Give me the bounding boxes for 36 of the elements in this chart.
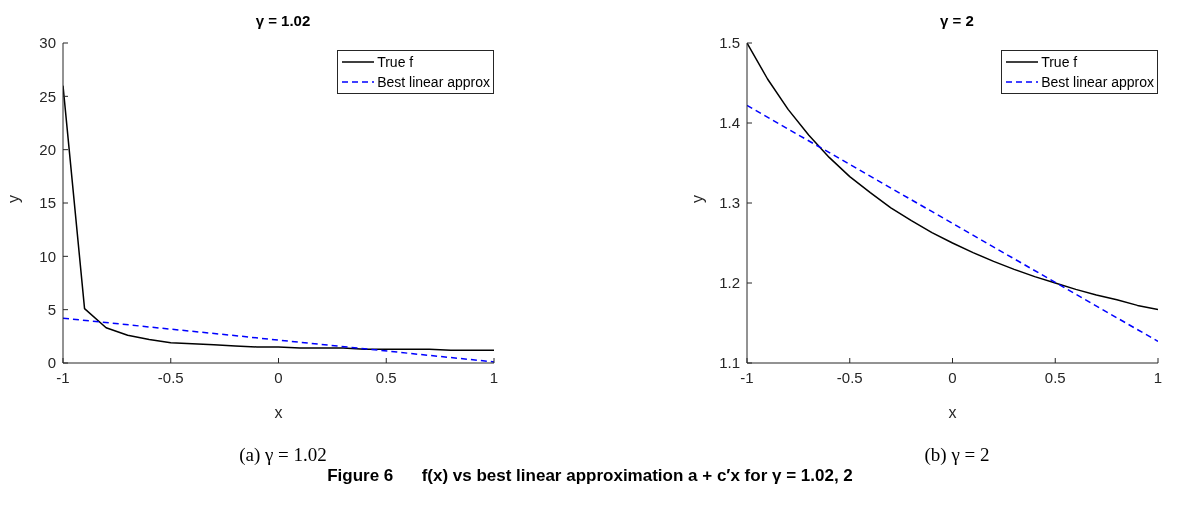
text: (b) γ = 2 [923, 444, 991, 466]
caption: Figure 6 f(x) vs best linear approximation a + c′x for γ = 1.02, 2 [326, 466, 854, 486]
legend-label: Best linear approx [1041, 73, 1154, 92]
y-tick-label: 1.5 [719, 34, 740, 52]
y-tick-label: 20 [39, 140, 56, 158]
x-tick-label: 1 [1153, 368, 1163, 386]
x-tick-label: -1 [56, 368, 70, 386]
x-tick-label: -1 [740, 368, 754, 386]
x-tick-label: 1 [489, 368, 499, 386]
y-axis-title: y [4, 195, 22, 203]
text: (a) γ = 1.02 [238, 444, 328, 466]
y-axis-title: y [688, 195, 706, 203]
legend-label: Best linear approx [377, 73, 490, 92]
chart-title: γ = 2 [939, 12, 975, 29]
y-tick-label: 1.2 [719, 274, 740, 292]
y-tick-label: 1.1 [719, 354, 740, 372]
legend-label: True f [377, 53, 414, 72]
y-tick-label: 10 [39, 247, 56, 265]
y-tick-label: 30 [39, 34, 56, 52]
x-tick-label: 0.5 [1044, 368, 1066, 386]
line-series [747, 43, 1158, 311]
x-axis-title: x [948, 404, 957, 421]
legend-label: True f [1041, 53, 1078, 72]
x-tick-label: -0.5 [836, 368, 863, 386]
y-tick-label: 25 [39, 87, 56, 105]
chart-title: γ = 1.02 [254, 12, 312, 29]
x-tick-label: 0 [274, 368, 283, 386]
y-tick-label: 1.4 [719, 114, 740, 132]
x-tick-label: -0.5 [157, 368, 184, 386]
y-tick-label: 1.3 [719, 194, 740, 212]
y-tick-label: 5 [47, 300, 56, 318]
x-tick-label: 0.5 [375, 368, 397, 386]
y-tick-label: 15 [39, 194, 56, 212]
y-tick-label: 0 [47, 354, 56, 372]
x-axis-title: x [274, 404, 283, 421]
x-tick-label: 0 [948, 368, 957, 386]
